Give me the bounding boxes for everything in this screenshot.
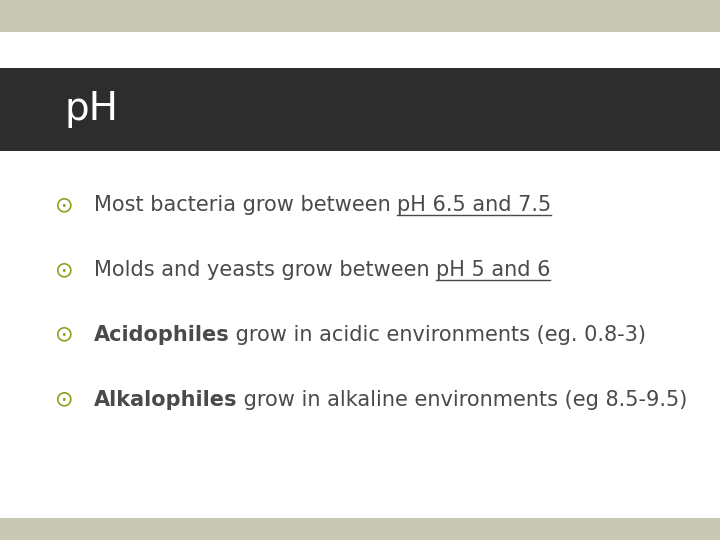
Text: ⊙: ⊙ [55,195,74,215]
Text: Alkalophiles: Alkalophiles [94,389,237,410]
Text: Acidophiles: Acidophiles [94,325,230,345]
Text: ⊙: ⊙ [55,260,74,280]
Text: pH: pH [65,90,119,128]
Text: grow in acidic environments (eg. 0.8-3): grow in acidic environments (eg. 0.8-3) [230,325,647,345]
Text: Most bacteria grow between: Most bacteria grow between [94,195,397,215]
Text: pH 6.5 and 7.5: pH 6.5 and 7.5 [397,195,552,215]
Text: pH 5 and 6: pH 5 and 6 [436,260,550,280]
Text: Molds and yeasts grow between: Molds and yeasts grow between [94,260,436,280]
Text: ⊙: ⊙ [55,325,74,345]
Text: ⊙: ⊙ [55,389,74,410]
Text: grow in alkaline environments (eg 8.5-9.5): grow in alkaline environments (eg 8.5-9.… [237,389,688,410]
